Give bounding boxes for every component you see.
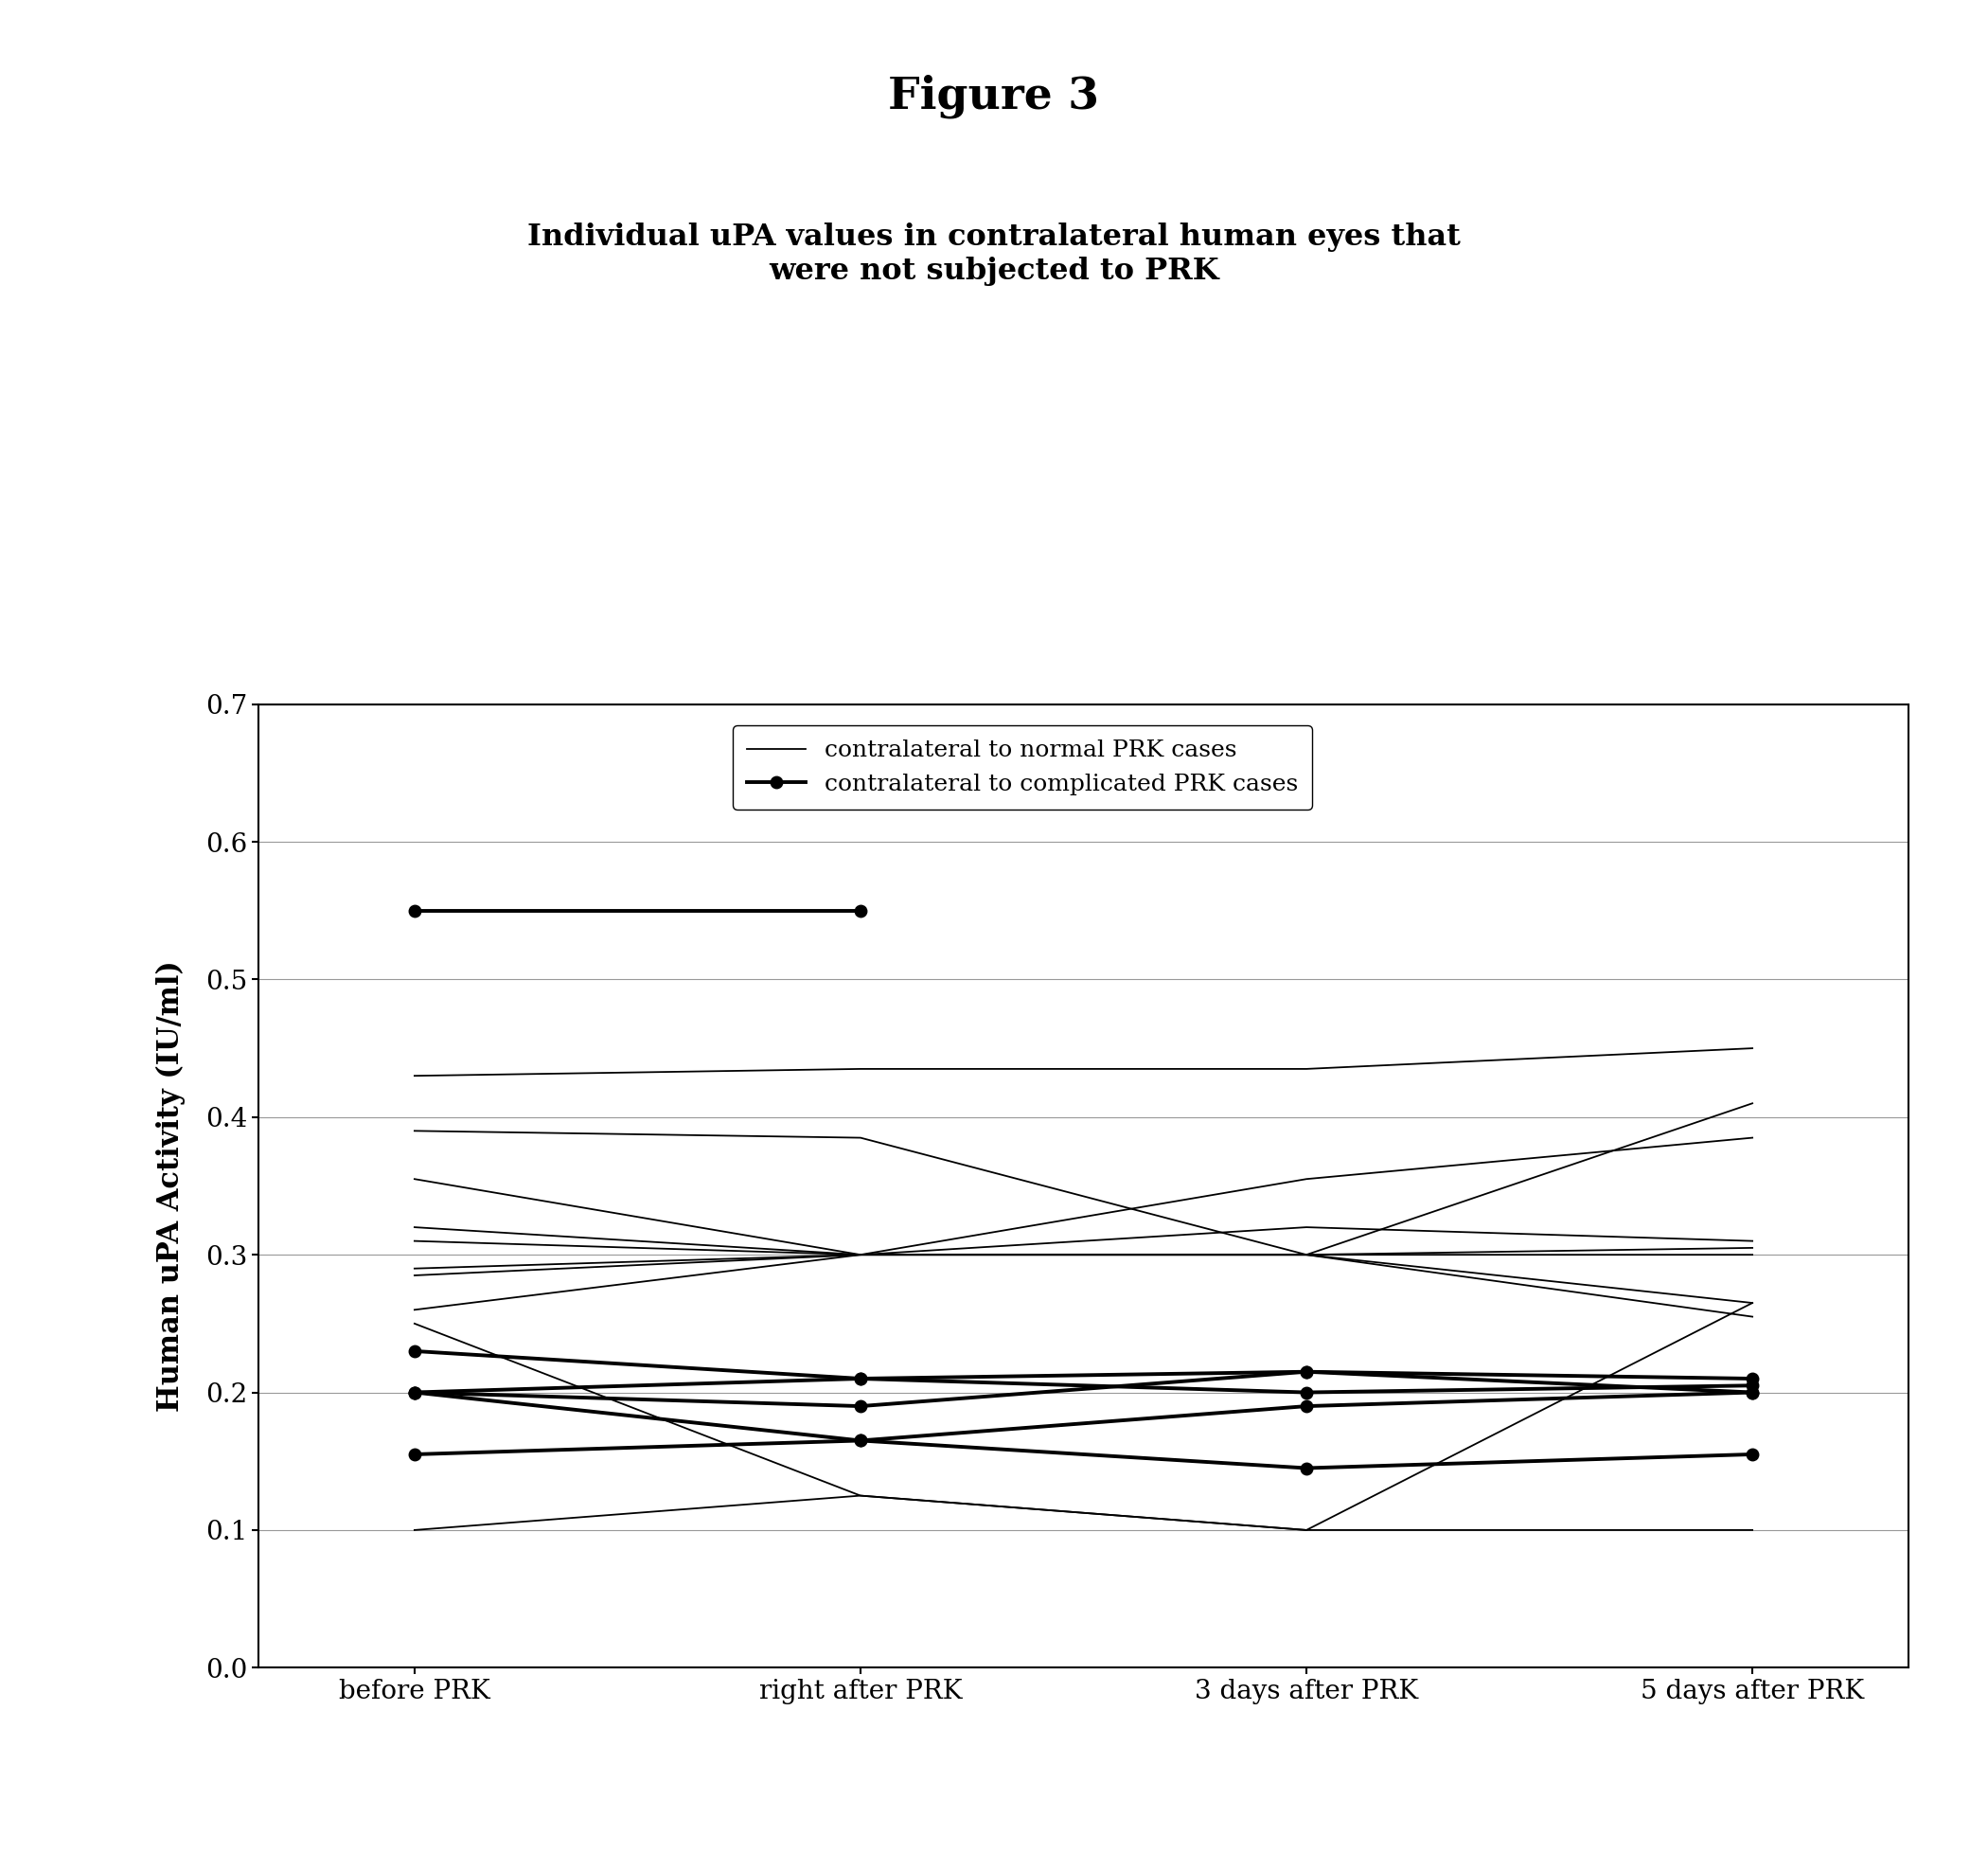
Legend: contralateral to normal PRK cases, contralateral to complicated PRK cases: contralateral to normal PRK cases, contr… bbox=[732, 726, 1312, 810]
Text: Figure 3: Figure 3 bbox=[889, 74, 1099, 119]
Y-axis label: Human uPA Activity (IU/ml): Human uPA Activity (IU/ml) bbox=[155, 960, 185, 1412]
Text: Individual uPA values in contralateral human eyes that
were not subjected to PRK: Individual uPA values in contralateral h… bbox=[527, 222, 1461, 285]
